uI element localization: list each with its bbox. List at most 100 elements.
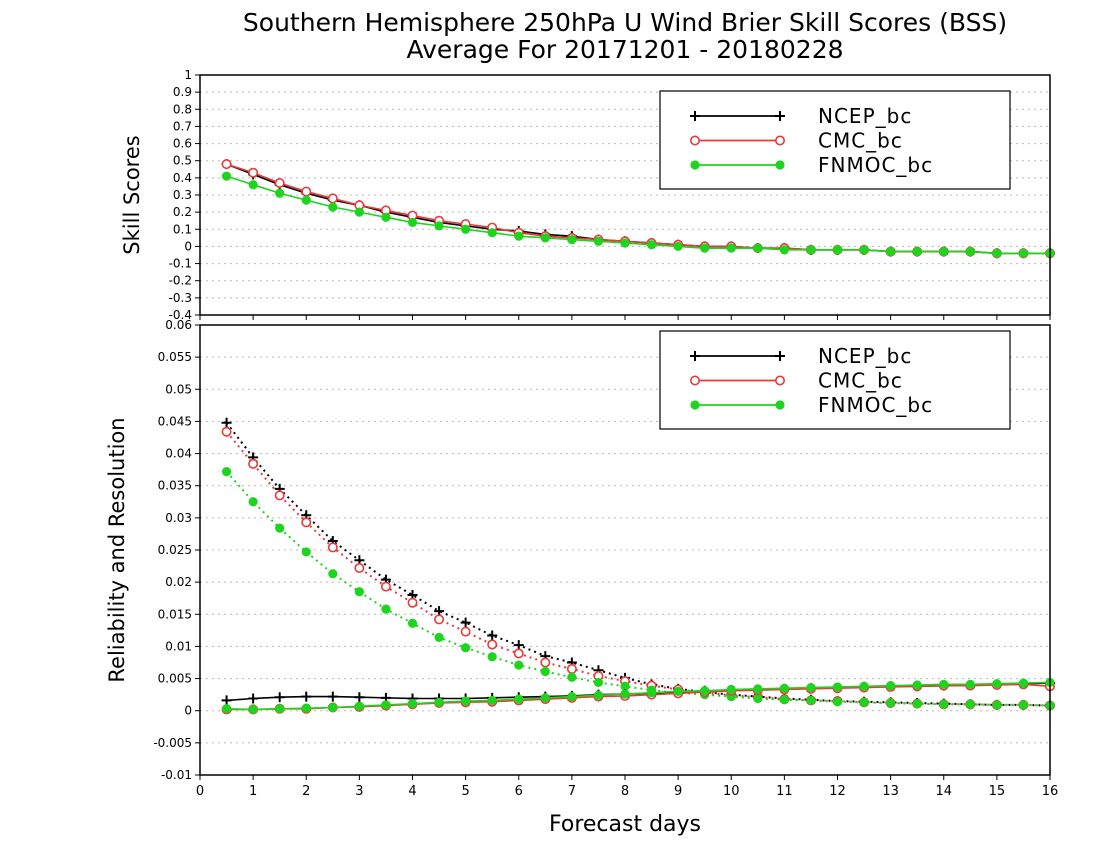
data-point-FNMOC_bc	[514, 660, 524, 670]
legend-marker-FNMOC_bc	[690, 400, 700, 410]
data-point-FNMOC_bc	[275, 704, 285, 714]
data-point-FNMOC_bc	[301, 195, 311, 205]
data-point-FNMOC_bc	[806, 682, 816, 693]
y-tick-label: 0.9	[173, 85, 192, 99]
data-point-CMC_bc	[327, 542, 338, 553]
data-point-FNMOC_bc	[514, 231, 524, 241]
data-point-FNMOC_bc	[221, 704, 232, 714]
data-point-FNMOC_bc	[593, 236, 604, 246]
data-point-FNMOC_bc	[1018, 678, 1029, 688]
data-point-FNMOC_bc	[328, 569, 338, 579]
data-point-FNMOC_bc	[673, 241, 683, 252]
y-tick-label: 0.02	[165, 575, 192, 589]
y-tick-label: -0.2	[169, 274, 192, 288]
x-tick-label: 9	[674, 784, 682, 799]
legend-label: FNMOC_bc	[818, 393, 933, 417]
x-tick-label: 14	[935, 784, 952, 799]
data-point-FNMOC_bc	[646, 688, 657, 698]
data-point-FNMOC_bc	[567, 672, 577, 682]
data-point-FNMOC_bc	[248, 497, 258, 507]
y-tick-label: 0	[184, 704, 192, 718]
data-point-FNMOC_bc	[806, 695, 816, 706]
data-point-FNMOC_bc	[593, 677, 604, 688]
y-tick-label: 0.025	[158, 543, 192, 557]
legend-marker-CMC_bc	[689, 135, 700, 146]
data-point-FNMOC_bc	[832, 245, 843, 255]
data-point-FNMOC_bc	[779, 683, 789, 693]
data-point-FNMOC_bc	[221, 171, 232, 181]
data-point-CMC_bc	[301, 186, 312, 197]
x-tick-label: 8	[621, 784, 629, 799]
data-point-FNMOC_bc	[939, 699, 949, 709]
y-axis-label: Skill Scores	[120, 135, 144, 254]
data-point-FNMOC_bc	[487, 652, 497, 662]
x-tick-label: 6	[515, 784, 523, 799]
data-point-CMC_bc	[566, 663, 577, 674]
x-tick-label: 11	[776, 784, 793, 799]
legend-marker-NCEP_bc	[690, 111, 700, 121]
data-point-CMC_bc	[248, 167, 259, 178]
data-point-FNMOC_bc	[354, 207, 364, 217]
plot-frame	[199, 74, 1051, 316]
data-point-CMC_bc	[407, 597, 418, 608]
data-point-FNMOC_bc	[939, 679, 949, 689]
data-point-CMC_bc	[221, 159, 232, 170]
data-point-FNMOC_bc	[328, 202, 338, 212]
y-tick-label: 0.06	[165, 318, 192, 332]
data-point-FNMOC_bc	[540, 233, 550, 243]
data-point-FNMOC_bc	[434, 697, 444, 707]
y-tick-label: -0.3	[169, 291, 192, 305]
y-tick-label: 0.3	[173, 188, 192, 202]
y-tick-label: 0.01	[165, 639, 192, 653]
data-point-FNMOC_bc	[753, 243, 763, 253]
skill-score-panel: -0.4 -0.3 -0.2 -0.1 0 0.1 0.2 0.3 0.4 0.5 0.6 0.7 0.…	[120, 68, 1056, 322]
data-point-NCEP_bc	[327, 691, 338, 702]
data-point-FNMOC_bc	[540, 666, 550, 677]
legend-label: CMC_bc	[818, 129, 903, 153]
y-tick-label: 0.5	[173, 154, 192, 168]
x-tick-label: 5	[461, 784, 469, 799]
x-tick-label: 3	[355, 784, 363, 799]
chart-title-line2: Average For 20171201 - 20180228	[406, 35, 843, 64]
data-point-CMC_bc	[380, 581, 391, 592]
legend-label: FNMOC_bc	[818, 153, 933, 177]
data-point-FNMOC_bc	[461, 696, 471, 706]
data-point-FNMOC_bc	[700, 243, 710, 253]
chart-title-line1: Southern Hemisphere 250hPa U Wind Brier …	[243, 8, 1007, 37]
y-tick-label: 0.015	[158, 607, 192, 621]
data-point-FNMOC_bc	[646, 240, 657, 250]
y-tick-label: 0.4	[173, 171, 192, 185]
data-point-FNMOC_bc	[832, 682, 843, 692]
data-point-FNMOC_bc	[859, 681, 869, 691]
data-point-FNMOC_bc	[461, 643, 471, 653]
data-point-CMC_bc	[354, 562, 365, 573]
data-point-FNMOC_bc	[620, 681, 630, 691]
x-tick-label: 15	[989, 784, 1006, 799]
data-point-NCEP_bc	[274, 692, 285, 703]
y-tick-label: 0.005	[158, 672, 192, 686]
x-tick-label: 4	[408, 784, 416, 799]
y-tick-label: -0.01	[161, 768, 192, 782]
y-tick-label: 0.04	[165, 447, 192, 461]
x-tick-label: 13	[882, 784, 899, 799]
data-point-FNMOC_bc	[275, 188, 285, 198]
x-tick-label: 12	[829, 784, 846, 799]
data-point-FNMOC_bc	[859, 245, 869, 255]
x-axis-label: Forecast days	[549, 812, 701, 837]
reliability-resolution-panel: -0.01 -0.005 0 0.005 0.01 0.015 0.02 0.025 0.03 0…	[105, 318, 1058, 799]
y-tick-label: -0.005	[153, 736, 192, 750]
legend-marker-CMC_bc	[774, 135, 785, 146]
data-point-NCEP_bc	[354, 692, 365, 703]
data-point-FNMOC_bc	[248, 180, 258, 190]
y-tick-label: -0.1	[169, 257, 192, 271]
data-point-FNMOC_bc	[912, 680, 922, 690]
data-point-FNMOC_bc	[487, 695, 497, 706]
data-point-FNMOC_bc	[886, 698, 896, 708]
data-point-NCEP_bc	[460, 617, 471, 628]
data-point-FNMOC_bc	[434, 221, 444, 231]
x-tick-label: 10	[723, 784, 740, 799]
x-tick-label: 16	[1042, 784, 1059, 799]
data-point-FNMOC_bc	[381, 700, 391, 710]
data-point-NCEP_bc	[434, 606, 445, 617]
